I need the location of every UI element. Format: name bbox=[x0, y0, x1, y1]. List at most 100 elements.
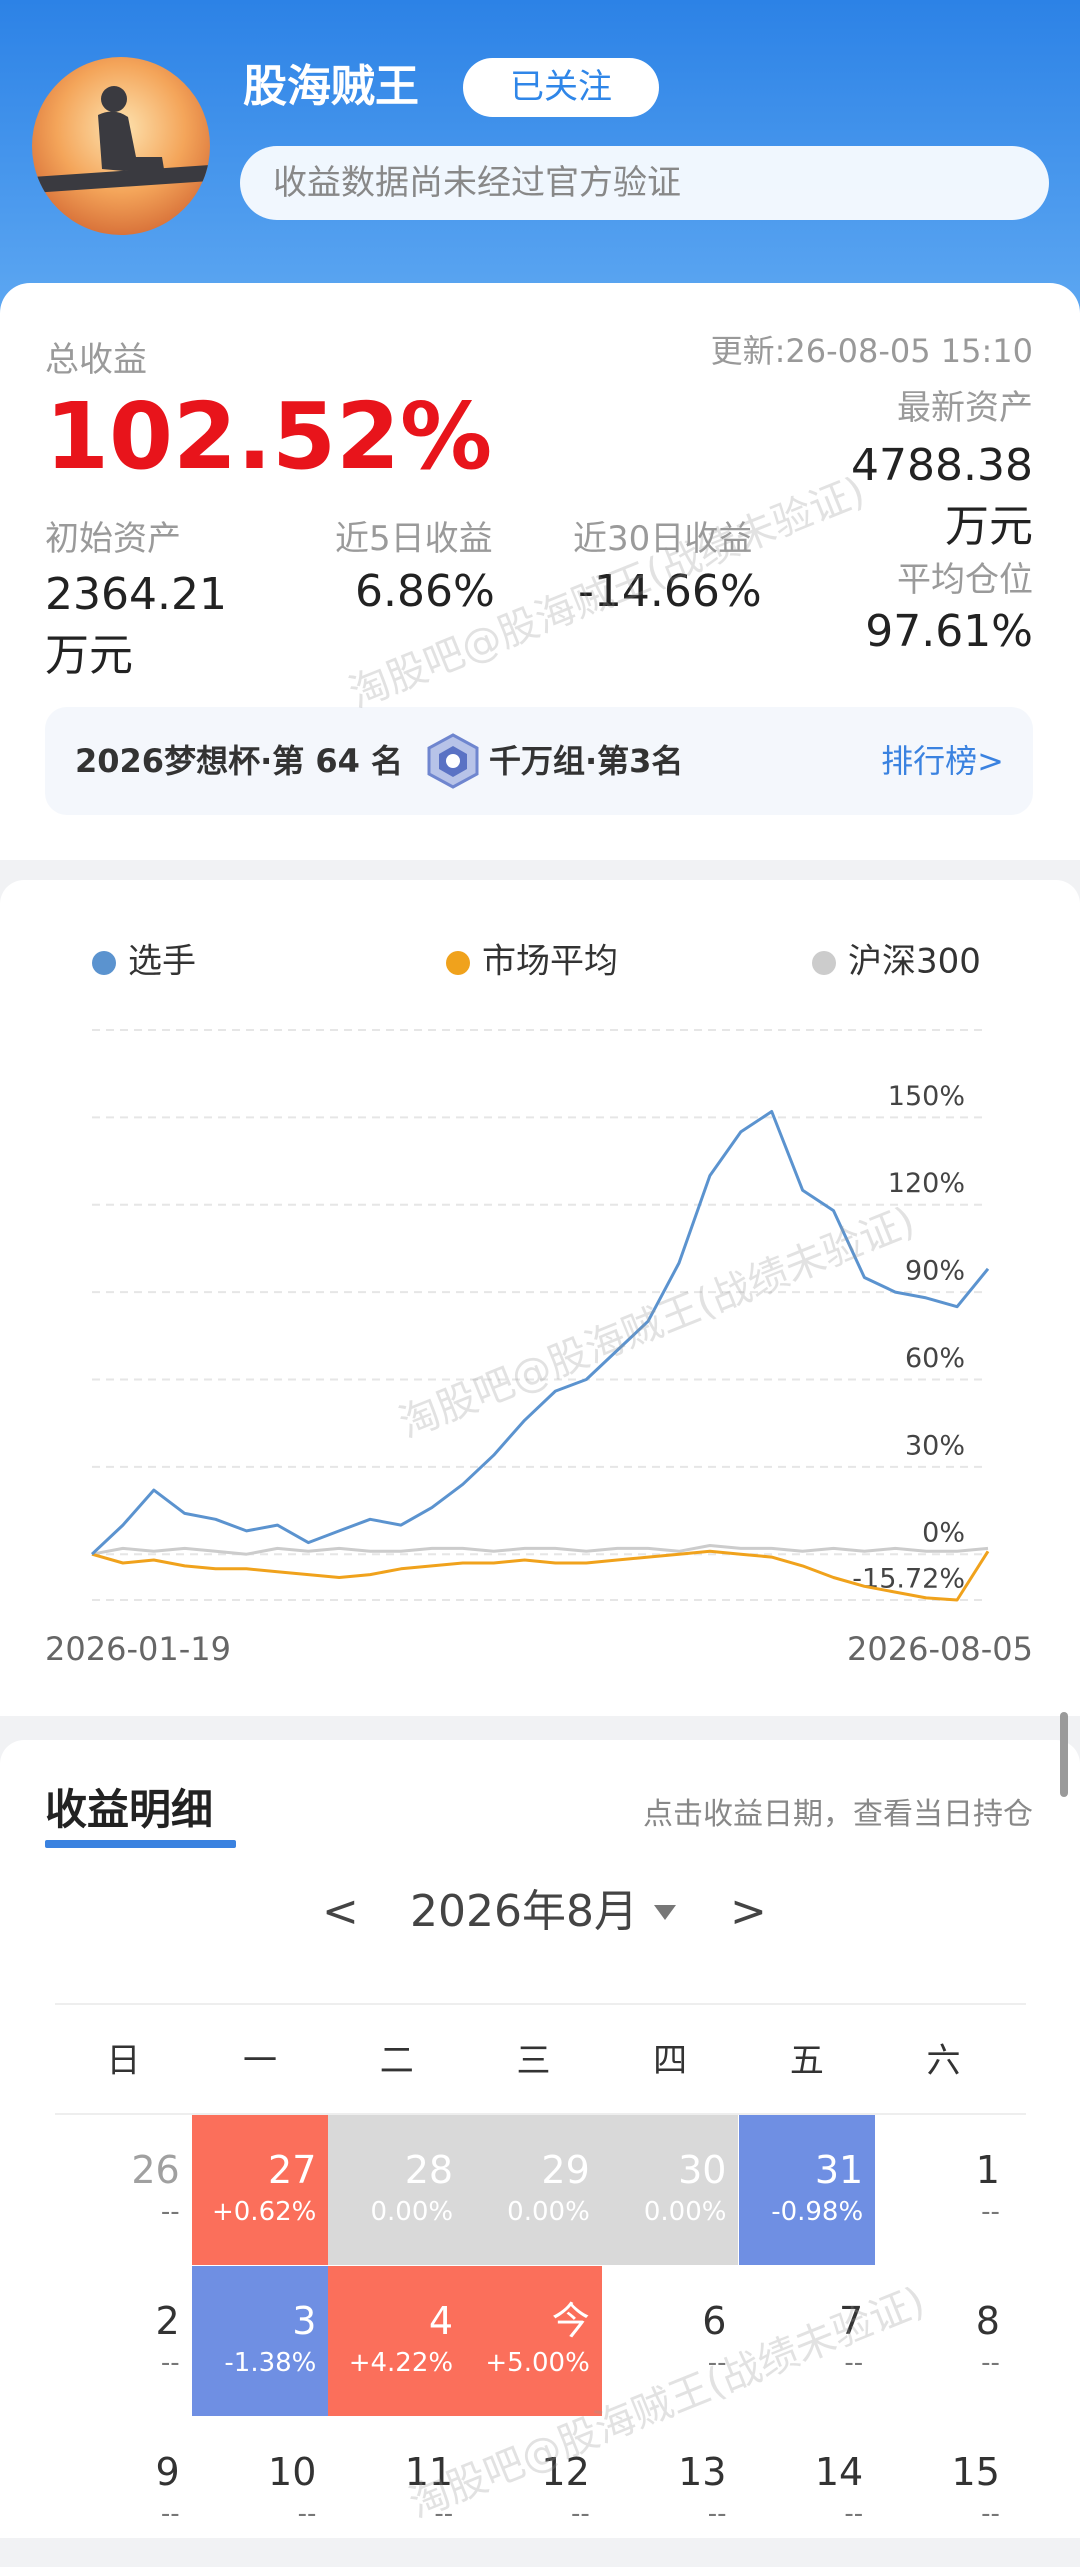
day-number: 3 bbox=[292, 2299, 317, 2343]
follow-button[interactable]: 已关注 bbox=[463, 58, 659, 117]
day-change: +4.22% bbox=[348, 2348, 454, 2378]
total-value: 102.52% bbox=[45, 383, 493, 490]
series-line bbox=[91, 1549, 990, 1602]
x-tick-label: 2026-01-19 bbox=[45, 1630, 231, 1668]
y-tick-label: 60% bbox=[905, 1343, 965, 1374]
weekday-label: 日 bbox=[106, 2041, 141, 2081]
day-change: 0.00% bbox=[643, 2197, 727, 2227]
return-5d-value: 6.86% bbox=[355, 566, 495, 617]
divider bbox=[55, 2003, 1026, 2005]
day-change: -- bbox=[844, 2348, 864, 2378]
day-cell[interactable]: 11 -- bbox=[328, 2417, 465, 2567]
return-5d-label: 近5日收益 bbox=[335, 519, 493, 559]
chart-card bbox=[0, 880, 1080, 1716]
medal-icon bbox=[427, 733, 479, 789]
day-number: 28 bbox=[404, 2148, 454, 2192]
day-cell[interactable]: 27 +0.62% bbox=[191, 2115, 329, 2265]
ranking-group: 千万组·第3名 bbox=[489, 742, 684, 780]
day-change: -- bbox=[981, 2197, 1000, 2227]
user-name: 股海贼王 bbox=[243, 61, 419, 112]
day-change: -- bbox=[981, 2348, 1000, 2378]
avg-position-value: 97.61% bbox=[865, 606, 1033, 657]
total-label: 总收益 bbox=[45, 340, 147, 380]
day-cell[interactable]: 4 +4.22% bbox=[328, 2266, 466, 2416]
day-number: 29 bbox=[541, 2148, 590, 2192]
day-cell[interactable]: 29 0.00% bbox=[465, 2115, 602, 2265]
day-number: 26 bbox=[131, 2148, 180, 2192]
day-change: -- bbox=[297, 2499, 317, 2529]
latest-assets-value: 4788.38万元 bbox=[851, 440, 1033, 552]
day-number: 7 bbox=[839, 2299, 864, 2343]
day-cell[interactable]: 7 -- bbox=[739, 2266, 876, 2416]
weekday-label: 五 bbox=[789, 2041, 824, 2081]
day-cell[interactable]: 15 -- bbox=[875, 2417, 1012, 2567]
day-cell[interactable]: 26 -- bbox=[55, 2115, 192, 2265]
month-dropdown-arrow[interactable] bbox=[654, 1905, 676, 1920]
next-month[interactable]: > bbox=[730, 1886, 767, 1937]
avg-position-label: 平均仓位 bbox=[897, 560, 1033, 600]
day-cell[interactable]: 30 0.00% bbox=[601, 2115, 739, 2265]
day-number: 1 bbox=[975, 2148, 1000, 2192]
day-number: 15 bbox=[951, 2450, 1000, 2494]
day-change: +0.62% bbox=[211, 2197, 317, 2227]
avatar bbox=[32, 57, 210, 235]
latest-assets-label: 最新资产 bbox=[897, 388, 1033, 428]
prev-month[interactable]: < bbox=[322, 1886, 359, 1937]
day-cell[interactable]: 31 -0.98% bbox=[738, 2115, 876, 2265]
day-number: 13 bbox=[678, 2450, 727, 2494]
day-cell[interactable]: 2 -- bbox=[55, 2266, 192, 2416]
legend-label: 市场平均 bbox=[482, 942, 618, 982]
day-change: -- bbox=[571, 2499, 590, 2529]
weekday-label: 二 bbox=[379, 2041, 414, 2081]
day-change: -0.98% bbox=[771, 2197, 864, 2227]
series-line bbox=[91, 1544, 989, 1556]
day-cell[interactable]: 1 -- bbox=[875, 2115, 1012, 2265]
day-change: -- bbox=[844, 2499, 864, 2529]
calendar-title: 收益明细 bbox=[45, 1785, 214, 1834]
notice-pill: 收益数据尚未经过官方验证 bbox=[240, 146, 1049, 220]
y-tick-label: 120% bbox=[888, 1168, 965, 1199]
day-cell[interactable]: 6 -- bbox=[602, 2266, 739, 2416]
day-change: -- bbox=[707, 2348, 727, 2378]
ranking-link[interactable]: 排行榜> bbox=[881, 742, 1004, 780]
scrollbar bbox=[1060, 1712, 1068, 1797]
day-number: 12 bbox=[541, 2450, 590, 2494]
day-number: 4 bbox=[428, 2299, 454, 2343]
series-line bbox=[90, 1110, 990, 1556]
weekday-label: 六 bbox=[926, 2041, 961, 2081]
day-change: -- bbox=[981, 2499, 1000, 2529]
y-tick-label: -15.72% bbox=[852, 1564, 965, 1595]
day-number: 30 bbox=[678, 2148, 727, 2192]
day-cell[interactable]: 9 -- bbox=[55, 2417, 192, 2567]
day-cell[interactable]: 今 +5.00% bbox=[465, 2266, 602, 2416]
day-cell[interactable]: 3 -1.38% bbox=[191, 2266, 329, 2416]
chart: 150% 120% 90% 60% 30% 0% -15.72% 选手 市场平均 沪深300 202… bbox=[45, 942, 1033, 1669]
day-number: 6 bbox=[702, 2299, 727, 2343]
return-30d-value: -14.66% bbox=[578, 566, 762, 617]
return-30d-label: 近30日收益 bbox=[573, 519, 753, 559]
title-underline bbox=[45, 1840, 236, 1848]
day-number: 11 bbox=[404, 2450, 454, 2494]
day-cell[interactable]: 8 -- bbox=[875, 2266, 1012, 2416]
initial-assets-label: 初始资产 bbox=[45, 519, 181, 559]
day-cell[interactable]: 14 -- bbox=[739, 2417, 876, 2567]
ranking-cup: 2026梦想杯·第 64 名 bbox=[75, 742, 404, 780]
update-time: 更新:26-08-05 15:10 bbox=[710, 332, 1033, 370]
day-change: -- bbox=[160, 2348, 180, 2378]
legend-label: 沪深300 bbox=[848, 942, 981, 982]
day-cell[interactable]: 12 -- bbox=[465, 2417, 602, 2567]
day-cell[interactable]: 28 0.00% bbox=[328, 2115, 466, 2265]
day-change: -- bbox=[707, 2499, 727, 2529]
ranking-box[interactable] bbox=[45, 707, 1033, 815]
month-label[interactable]: 2026年8月 bbox=[410, 1886, 638, 1937]
legend-label: 选手 bbox=[128, 942, 196, 982]
day-cell[interactable]: 13 -- bbox=[602, 2417, 739, 2567]
day-change: 0.00% bbox=[370, 2197, 454, 2227]
legend-marker bbox=[92, 951, 116, 975]
weekday-label: 四 bbox=[653, 2041, 688, 2081]
day-number: 2 bbox=[155, 2299, 180, 2343]
day-number: 27 bbox=[268, 2148, 317, 2192]
legend-marker bbox=[446, 951, 470, 975]
day-cell[interactable]: 10 -- bbox=[192, 2417, 329, 2567]
day-number: 8 bbox=[975, 2299, 1000, 2343]
